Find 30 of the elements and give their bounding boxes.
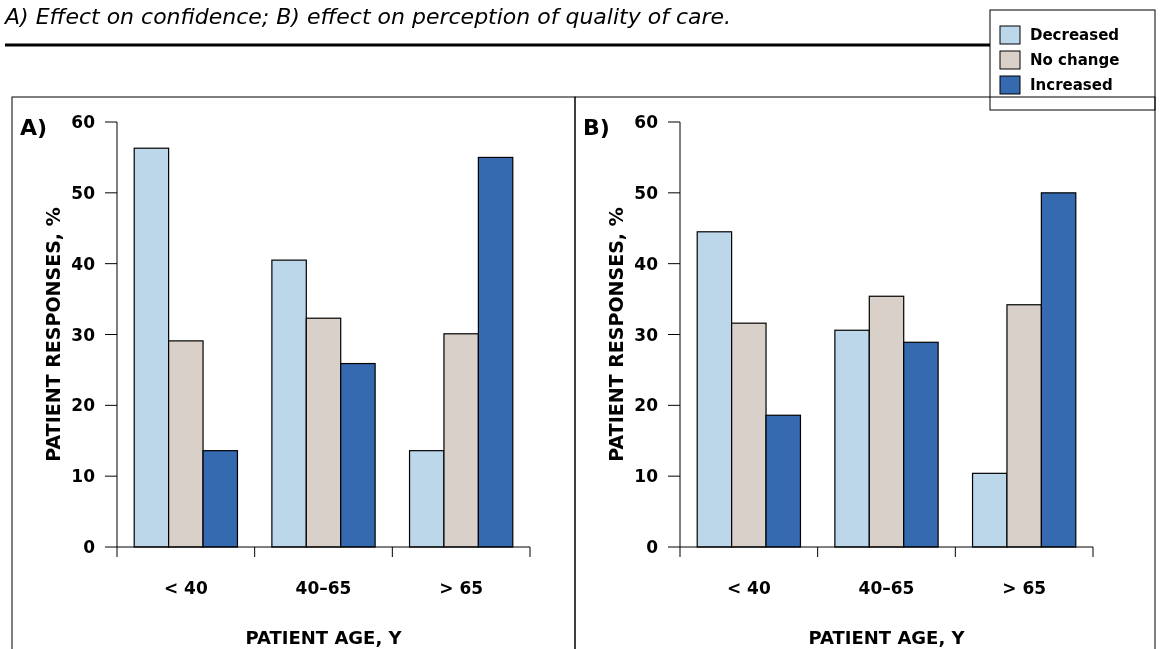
y-tick-label: 50 bbox=[71, 182, 96, 203]
y-tick-label: 60 bbox=[634, 112, 659, 132]
chart-title: A) Effect on confidence; B) effect on perception of quality of care. bbox=[3, 4, 732, 29]
x-tick-label: > 65 bbox=[439, 578, 484, 598]
legend-label: No change bbox=[1030, 51, 1120, 69]
y-tick-label: 40 bbox=[634, 253, 659, 274]
x-axis-title: PATIENT AGE, Y bbox=[808, 627, 966, 648]
text: A) bbox=[20, 115, 48, 140]
y-tick-label: 20 bbox=[634, 395, 659, 416]
y-tick-label: 30 bbox=[634, 324, 659, 345]
y-tick-label: 10 bbox=[634, 466, 659, 487]
y-axis-title: PATIENT RESPONSES, % bbox=[605, 207, 627, 462]
y-tick-label: 50 bbox=[634, 182, 659, 203]
y-tick-label: 0 bbox=[646, 537, 659, 557]
y-axis-title: PATIENT RESPONSES, % bbox=[42, 207, 64, 462]
y-tick-label: 30 bbox=[71, 324, 96, 345]
y-tick-label: 10 bbox=[71, 466, 96, 487]
y-tick-label: 40 bbox=[71, 253, 96, 274]
x-tick-label: < 40 bbox=[726, 578, 771, 598]
legend-label: Decreased bbox=[1030, 26, 1120, 44]
x-tick-label: 40–65 bbox=[858, 578, 915, 598]
y-tick-label: 60 bbox=[71, 112, 96, 132]
x-tick-label: < 40 bbox=[163, 578, 208, 598]
x-tick-label: 40–65 bbox=[295, 578, 352, 598]
text: B) bbox=[583, 115, 610, 140]
y-tick-label: 20 bbox=[71, 395, 96, 416]
x-axis-title: PATIENT AGE, Y bbox=[245, 627, 403, 648]
legend-label: Increased bbox=[1030, 76, 1113, 94]
y-tick-label: 0 bbox=[83, 537, 96, 557]
x-tick-label: > 65 bbox=[1002, 578, 1047, 598]
